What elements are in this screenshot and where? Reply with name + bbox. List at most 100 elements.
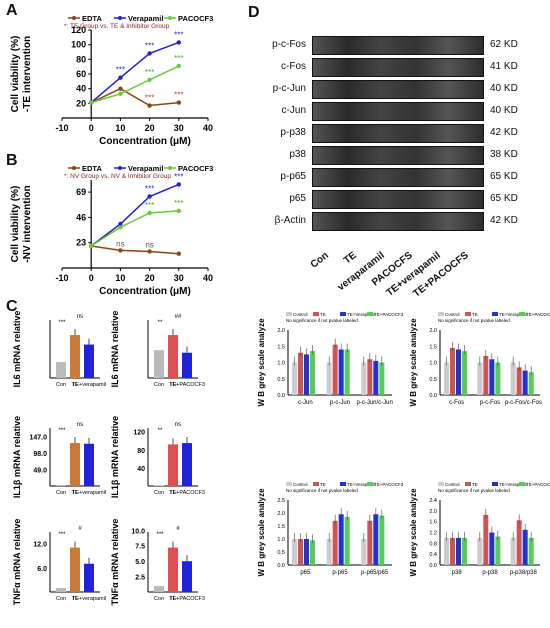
x-tick-label: p-p65/p65 — [361, 570, 389, 576]
significance-label: *** — [156, 532, 164, 538]
data-point — [176, 100, 181, 105]
significance-star: *** — [174, 30, 183, 39]
bar — [332, 344, 338, 395]
y-tick-label: 0.0 — [429, 393, 437, 399]
bar — [332, 520, 338, 565]
bar — [379, 515, 385, 565]
y-axis-label: W B grey scale analyze — [257, 318, 266, 407]
legend-swatch — [438, 312, 444, 316]
bar — [367, 520, 373, 565]
significance-label: *** — [58, 320, 66, 326]
y-tick-label: 0.0 — [277, 563, 285, 569]
bar — [326, 539, 332, 565]
significance-star: *** — [116, 66, 125, 75]
bar — [154, 585, 164, 592]
blot-protein-label: c-Fos — [281, 61, 306, 72]
y-tick-label: 49.0 — [33, 467, 47, 474]
blot-kd-label: 65 KD — [490, 171, 518, 182]
significance-label: # — [176, 526, 180, 532]
y-tick-label: 12.0 — [33, 542, 47, 549]
ns-label: ns — [116, 239, 124, 248]
y-tick-label: 0.5 — [277, 550, 285, 556]
blot-band-row — [312, 146, 484, 165]
legend-swatch — [313, 482, 319, 486]
significance-star: *** — [174, 199, 183, 208]
x-tick-label: c-Jun — [298, 400, 313, 406]
significance-label: ns — [175, 422, 181, 428]
y-tick-label: 2.0 — [277, 328, 285, 334]
y-tick-label: 60 — [76, 69, 86, 79]
x-tick-label: -10 — [55, 273, 68, 283]
bar — [528, 537, 534, 565]
legend-swatch — [286, 482, 292, 486]
significance-note: *: TE Group vs. TE & Inhibitor Group — [64, 23, 170, 30]
significance-star: *** — [174, 172, 183, 181]
legend-label: PACOCF3 — [178, 14, 213, 23]
y-axis-label: Cell viability (%) — [10, 36, 21, 113]
bar — [456, 537, 461, 565]
blot-protein-label: p-p65 — [280, 171, 306, 182]
data-point — [118, 86, 123, 91]
bar — [379, 362, 385, 395]
legend-swatch — [492, 312, 498, 316]
bar — [344, 349, 350, 395]
y-axis-label-2: -NV intervention — [22, 185, 33, 262]
data-point — [118, 91, 123, 97]
y-tick-label: 2.0 — [429, 509, 437, 515]
series-line — [90, 210, 179, 247]
x-tick-label: TE — [71, 596, 78, 602]
blot-kd-label: 40 KD — [490, 105, 518, 116]
chart-b: -10 0 10 20 30 40 23 46 69 Concentration (μM) Cell… — [10, 164, 213, 297]
x-tick-label: TE+verapamil — [72, 596, 106, 602]
blot-protein-label: β-Actin — [274, 215, 306, 226]
significance-note: *: NV Group vs. NV & Inhibitor Group — [64, 173, 171, 180]
bar — [495, 536, 501, 565]
blot-kd-label: 40 KD — [490, 83, 518, 94]
data-point — [118, 221, 123, 227]
y-tick-label: 1.5 — [277, 524, 285, 530]
bar — [56, 587, 66, 592]
legend-marker — [168, 166, 172, 170]
panel-label-b: B — [6, 152, 18, 169]
legend-label: Control — [445, 482, 460, 487]
x-tick-label: c-Fos — [449, 400, 464, 406]
y-tick-label: 1.0 — [429, 361, 437, 367]
significance-label: # — [78, 526, 82, 532]
chart-d-quant: W B grey scale analyze 2.0 1.5 1.0 0.5 0.0 Con… — [257, 312, 550, 577]
data-point — [147, 77, 152, 83]
y-axis-label: Cell viability (%) — [10, 186, 21, 263]
y-tick-label: 10.0 — [131, 528, 145, 535]
bar — [182, 352, 192, 378]
x-tick-label: Con — [154, 596, 164, 602]
y-tick-label: 2.5 — [135, 575, 145, 582]
western-blot-panel: p-c-Fos 62 KD c-Fos 41 KD p-c-Jun 40 KD c-Jun 4… — [252, 28, 550, 300]
blot-protein-label: c-Jun — [281, 105, 306, 116]
bar — [373, 360, 379, 395]
x-tick-label: TE+verapamil — [72, 382, 106, 388]
panel-label-d: D — [248, 4, 260, 21]
x-tick-label: 10 — [115, 273, 125, 283]
x-tick-label: Con — [56, 596, 66, 602]
significance-star: *** — [145, 68, 154, 77]
legend-swatch — [519, 482, 525, 486]
x-tick-label: p-c-Fos/c-Fos — [505, 400, 542, 406]
y-tick-label: 1.5 — [429, 344, 437, 350]
legend-swatch — [340, 482, 346, 486]
legend-label: Verapamil — [128, 14, 163, 23]
y-axis-label: TNFα mRNA relative — [12, 519, 22, 606]
data-point — [147, 51, 152, 56]
legend-marker — [72, 16, 76, 20]
legend-swatch — [492, 482, 498, 486]
x-axis-label: Concentration (μM) — [99, 136, 191, 147]
legend-swatch — [438, 482, 444, 486]
bar — [522, 370, 528, 395]
bar — [84, 344, 94, 378]
y-tick-label: 120 — [133, 430, 145, 437]
y-tick-label: 0.4 — [429, 552, 437, 558]
blot-band-row — [312, 102, 484, 121]
legend-label: TE+PACOCF3 — [374, 482, 404, 487]
y-tick-label: 147.0 — [29, 434, 47, 441]
data-point — [176, 251, 181, 256]
bar — [450, 537, 455, 565]
bar — [489, 532, 495, 565]
